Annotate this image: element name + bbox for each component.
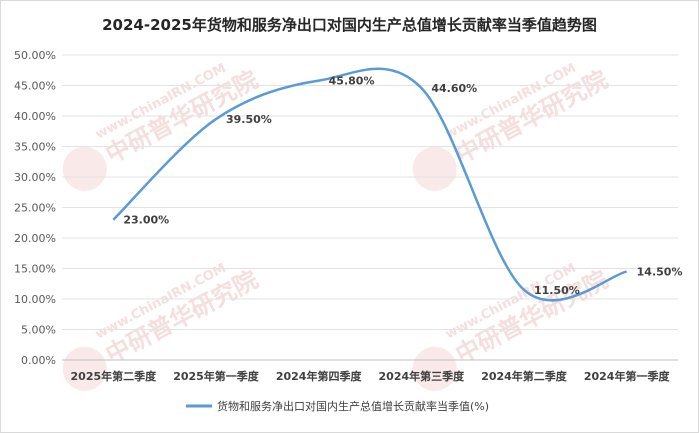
x-axis-ticks: 2025年第二季度 2025年第一季度 2024年第四季度 2024年第三季度 2024…	[71, 369, 671, 383]
series-line	[112, 67, 627, 302]
y-tick-label: 40.00%	[14, 110, 56, 123]
x-tick-label: 2024年第四季度	[276, 369, 363, 383]
data-label: 23.00%	[123, 214, 169, 227]
y-tick-label: 5.00%	[21, 324, 56, 337]
y-tick-label: 15.00%	[14, 263, 56, 276]
y-tick-label: 25.00%	[14, 202, 56, 215]
y-tick-label: 50.00%	[14, 49, 56, 62]
x-tick-label: 2025年第二季度	[71, 369, 158, 383]
watermark-circle	[412, 146, 457, 191]
watermark-circle	[412, 346, 457, 391]
data-label: 45.80%	[329, 75, 375, 88]
y-tick-label: 35.00%	[14, 141, 56, 154]
legend: 货物和服务净出口对国内生产总值增长贡献率当季值(%)	[186, 399, 489, 413]
x-tick-label: 2024年第二季度	[481, 369, 568, 383]
watermark-circle	[62, 346, 107, 391]
y-tick-label: 30.00%	[14, 171, 56, 184]
data-label: 44.60%	[431, 82, 477, 95]
data-labels: 23.00% 39.50% 45.80% 44.60% 11.50% 14.50%	[123, 75, 682, 297]
data-label: 39.50%	[226, 113, 272, 126]
gridlines	[62, 54, 678, 361]
watermark-circle	[62, 146, 107, 191]
series-group	[112, 67, 627, 302]
y-tick-label: 10.00%	[14, 293, 56, 306]
x-tick-label: 2024年第一季度	[584, 369, 671, 383]
x-tick-label: 2025年第一季度	[173, 369, 260, 383]
x-tick-label: 2024年第三季度	[379, 369, 466, 383]
chart-title: 2024-2025年货物和服务净出口对国内生产总值增长贡献率当季值趋势图	[102, 16, 597, 34]
legend-label: 货物和服务净出口对国内生产总值增长贡献率当季值(%)	[217, 399, 489, 413]
y-tick-label: 20.00%	[14, 232, 56, 245]
data-label: 14.50%	[637, 266, 683, 279]
y-tick-label: 0.00%	[21, 354, 56, 367]
y-tick-label: 45.00%	[14, 80, 56, 93]
y-axis-ticks: 0.00% 5.00% 10.00% 15.00% 20.00% 25.00% 30.00%…	[14, 49, 56, 367]
data-label: 11.50%	[534, 284, 580, 297]
